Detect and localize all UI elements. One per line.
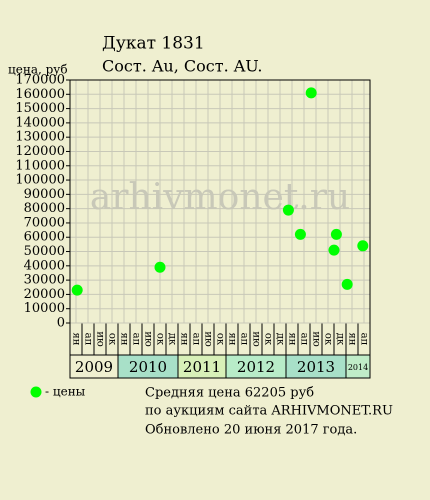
y-tick-label: 20000 <box>24 287 65 302</box>
year-label: 2009 <box>75 358 113 376</box>
data-point <box>357 240 369 252</box>
chart-title: Дукат 1831 <box>102 34 205 54</box>
x-tick-label: ию <box>203 331 214 347</box>
y-tick-label: 40000 <box>24 258 65 273</box>
data-point <box>330 228 342 240</box>
legend-label: - цены <box>45 385 86 399</box>
x-tick-label: ию <box>95 331 106 347</box>
x-tick-label: дк <box>275 333 286 346</box>
y-tick-label: 90000 <box>24 187 65 202</box>
y-tick-label: 170000 <box>15 73 65 88</box>
x-tick-label: ок <box>107 333 118 346</box>
y-tick-label: 150000 <box>15 101 65 116</box>
y-tick-label: 0 <box>57 316 65 331</box>
y-tick-label: 120000 <box>15 144 65 159</box>
year-band <box>345 354 371 379</box>
x-tick-label: ап <box>83 333 94 346</box>
x-tick-label: ап <box>131 333 142 346</box>
y-tick-label: 60000 <box>24 230 65 245</box>
y-tick-label: 100000 <box>15 173 65 188</box>
data-point <box>328 244 340 256</box>
x-tick-label: ию <box>143 331 154 347</box>
data-point <box>341 278 353 290</box>
x-tick-label: ок <box>263 333 274 346</box>
year-label: 2012 <box>237 358 275 376</box>
data-point <box>71 284 83 296</box>
year-label: 2013 <box>297 358 335 376</box>
data-point <box>154 261 166 273</box>
y-tick-label: 80000 <box>24 201 65 216</box>
x-tick-label: ап <box>191 333 202 346</box>
y-tick-label: 130000 <box>15 130 65 145</box>
y-tick-label: 140000 <box>15 115 65 130</box>
x-tick-label: ок <box>155 333 166 346</box>
data-point <box>294 228 306 240</box>
y-tick-label: 10000 <box>24 301 65 316</box>
y-axis-label: цена, руб <box>8 63 68 77</box>
year-label: 2010 <box>129 358 167 376</box>
year-label: 2014 <box>348 363 368 372</box>
y-tick-label: 30000 <box>24 273 65 288</box>
note: по аукциям сайта ARHIVMONET.RU <box>145 404 393 419</box>
x-tick-label: ап <box>239 333 250 346</box>
x-tick-label: ию <box>251 331 262 347</box>
x-tick-label: ию <box>311 331 322 347</box>
x-tick-label: дк <box>335 333 346 346</box>
y-tick-label: 160000 <box>15 87 65 102</box>
y-tick-label: 50000 <box>24 244 65 259</box>
chart-subtitle: Сост. Au, Сост. AU. <box>102 57 262 76</box>
x-tick-label: ап <box>299 333 310 346</box>
x-tick-label: ян <box>179 333 190 346</box>
legend-marker <box>30 386 42 398</box>
x-tick-label: ян <box>71 333 82 346</box>
y-tick-label: 70000 <box>24 215 65 230</box>
data-point <box>282 204 294 216</box>
year-label: 2011 <box>183 358 221 376</box>
x-tick-label: дк <box>167 333 178 346</box>
x-tick-label: ян <box>347 333 358 346</box>
note: Обновлено 20 июня 2017 года. <box>145 423 357 438</box>
x-tick-label: ок <box>215 333 226 346</box>
data-point <box>305 87 317 99</box>
x-tick-label: ян <box>119 333 130 346</box>
x-tick-label: ян <box>227 333 238 346</box>
y-tick-label: 110000 <box>15 158 65 173</box>
note: Средняя цена 62205 руб <box>145 386 314 401</box>
x-tick-label: ок <box>323 333 334 346</box>
x-tick-label: ап <box>359 333 370 346</box>
x-tick-label: ян <box>287 333 298 346</box>
